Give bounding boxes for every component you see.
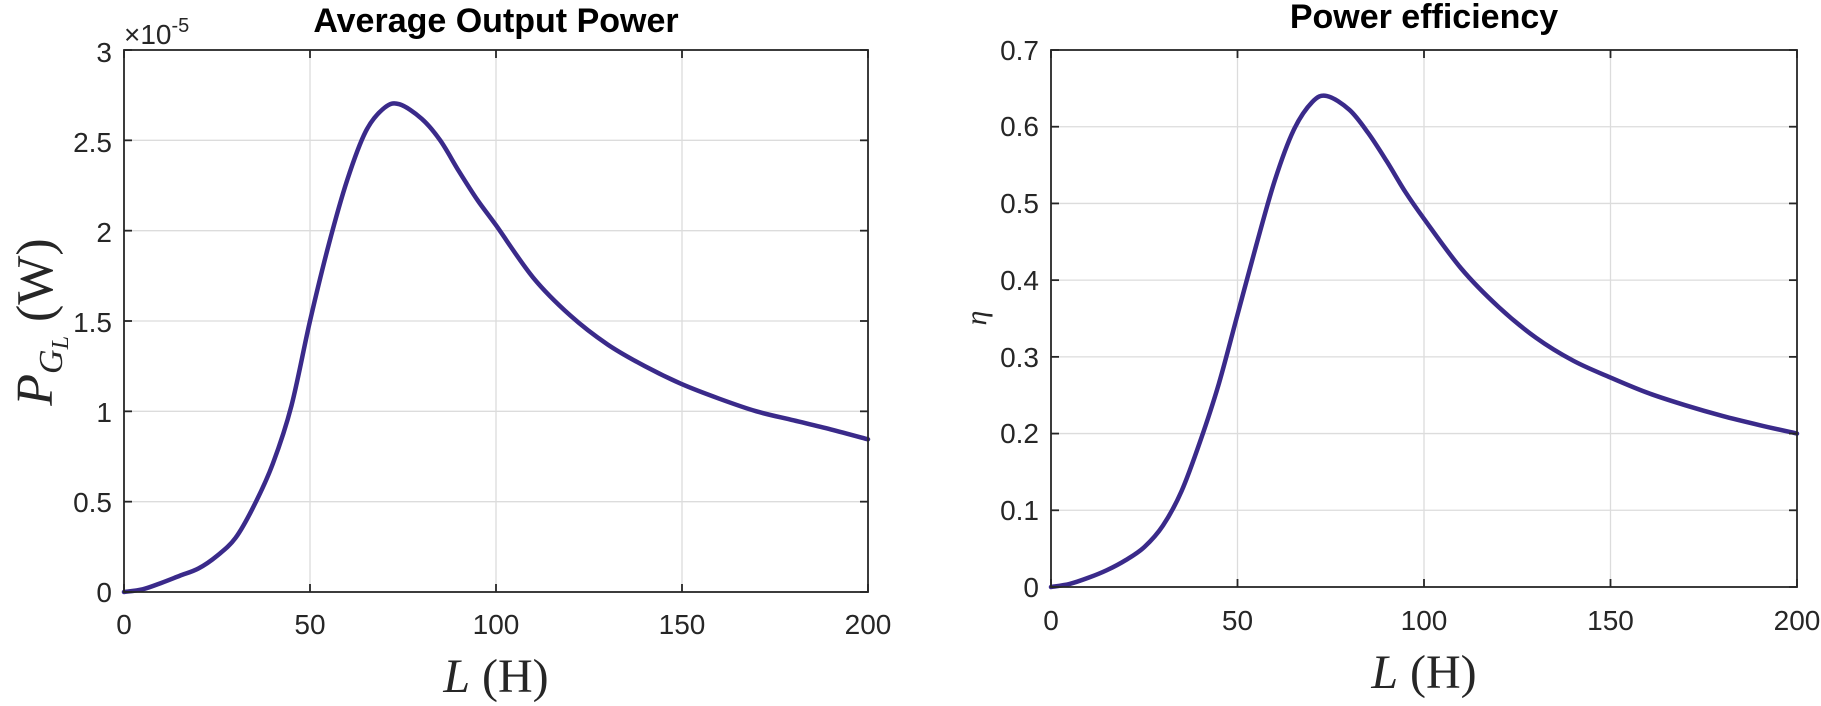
svg-text:L(H): L (H) [442, 650, 548, 703]
x-tick-label: 200 [1774, 605, 1821, 636]
y-label-subsubscript: L [48, 336, 74, 350]
y-label-unit: (W) [7, 238, 64, 322]
x-tick-label: 150 [1587, 605, 1634, 636]
plot-curve [1048, 93, 1800, 590]
x-label-unit: (H) [1410, 646, 1477, 699]
svg-text:×10-5: ×10-5 [124, 15, 189, 50]
y-tick-label: 2.5 [73, 127, 112, 158]
x-tick-label: 100 [473, 609, 520, 640]
exponent-base: ×10 [124, 19, 172, 50]
axis-ticks [123, 49, 869, 593]
y-tick-label: 0.2 [1000, 418, 1039, 449]
y-tick-label: 2 [96, 217, 112, 248]
x-tick-label: 200 [845, 609, 892, 640]
y-tick-label: 0.5 [73, 487, 112, 518]
x-axis-label: L (H) [1370, 646, 1476, 699]
y-tick-label: 0.3 [1000, 342, 1039, 373]
y-tick-label: 3 [96, 37, 112, 68]
grid-lines [1051, 50, 1797, 587]
y-label-subscript: G [33, 349, 70, 374]
y-tick-label: 0.5 [1000, 188, 1039, 219]
x-axis-label: L (H) [442, 650, 548, 703]
y-axis-label: η [960, 311, 993, 326]
plot-curve [121, 101, 871, 595]
x-label-variable: L [442, 650, 470, 703]
x-label-unit: (H) [482, 650, 549, 703]
svg-text:L(H): L (H) [1370, 646, 1476, 699]
y-tick-label: 1 [96, 397, 112, 428]
axis-ticks [1050, 49, 1798, 588]
exponent-power: -5 [172, 15, 190, 37]
data-line-efficiency [1048, 93, 1800, 590]
y-tick-labels: 0 0.1 0.2 0.3 0.4 0.5 0.6 0.7 [1000, 35, 1039, 603]
x-label-variable: L [1370, 646, 1398, 699]
y-tick-label: 0.7 [1000, 35, 1039, 66]
y-tick-label: 0 [1023, 572, 1039, 603]
chart-title: Average Output Power [313, 2, 678, 40]
y-tick-label: 1.5 [73, 307, 112, 338]
grid-lines [124, 50, 868, 592]
y-label-variable: P [7, 374, 64, 407]
panel-average-output-power: Average Output Power 0 50 100 150 200 0 … [7, 2, 891, 703]
panel-power-efficiency: Power efficiency 0 50 100 150 200 0 0.1 … [960, 0, 1820, 699]
y-axis-label: PGL (W) [7, 238, 74, 406]
x-tick-label: 0 [116, 609, 132, 640]
y-tick-label: 0.4 [1000, 265, 1039, 296]
data-line-output-power [121, 101, 871, 595]
x-tick-label: 50 [294, 609, 325, 640]
svg-text:PGL(W): PGL (W) [7, 238, 74, 406]
chart-title: Power efficiency [1290, 0, 1558, 36]
x-tick-label: 50 [1222, 605, 1253, 636]
x-tick-label: 150 [659, 609, 706, 640]
y-label-variable: η [960, 311, 993, 326]
y-tick-label: 0.6 [1000, 111, 1039, 142]
y-exponent-label: ×10-5 [124, 15, 189, 50]
x-tick-label: 0 [1043, 605, 1059, 636]
x-tick-labels: 0 50 100 150 200 [1043, 605, 1820, 636]
y-tick-labels: 0 0.5 1 1.5 2 2.5 3 [73, 37, 112, 608]
y-tick-label: 0.1 [1000, 495, 1039, 526]
y-tick-label: 0 [96, 577, 112, 608]
x-tick-labels: 0 50 100 150 200 [116, 609, 891, 640]
x-tick-label: 100 [1401, 605, 1448, 636]
